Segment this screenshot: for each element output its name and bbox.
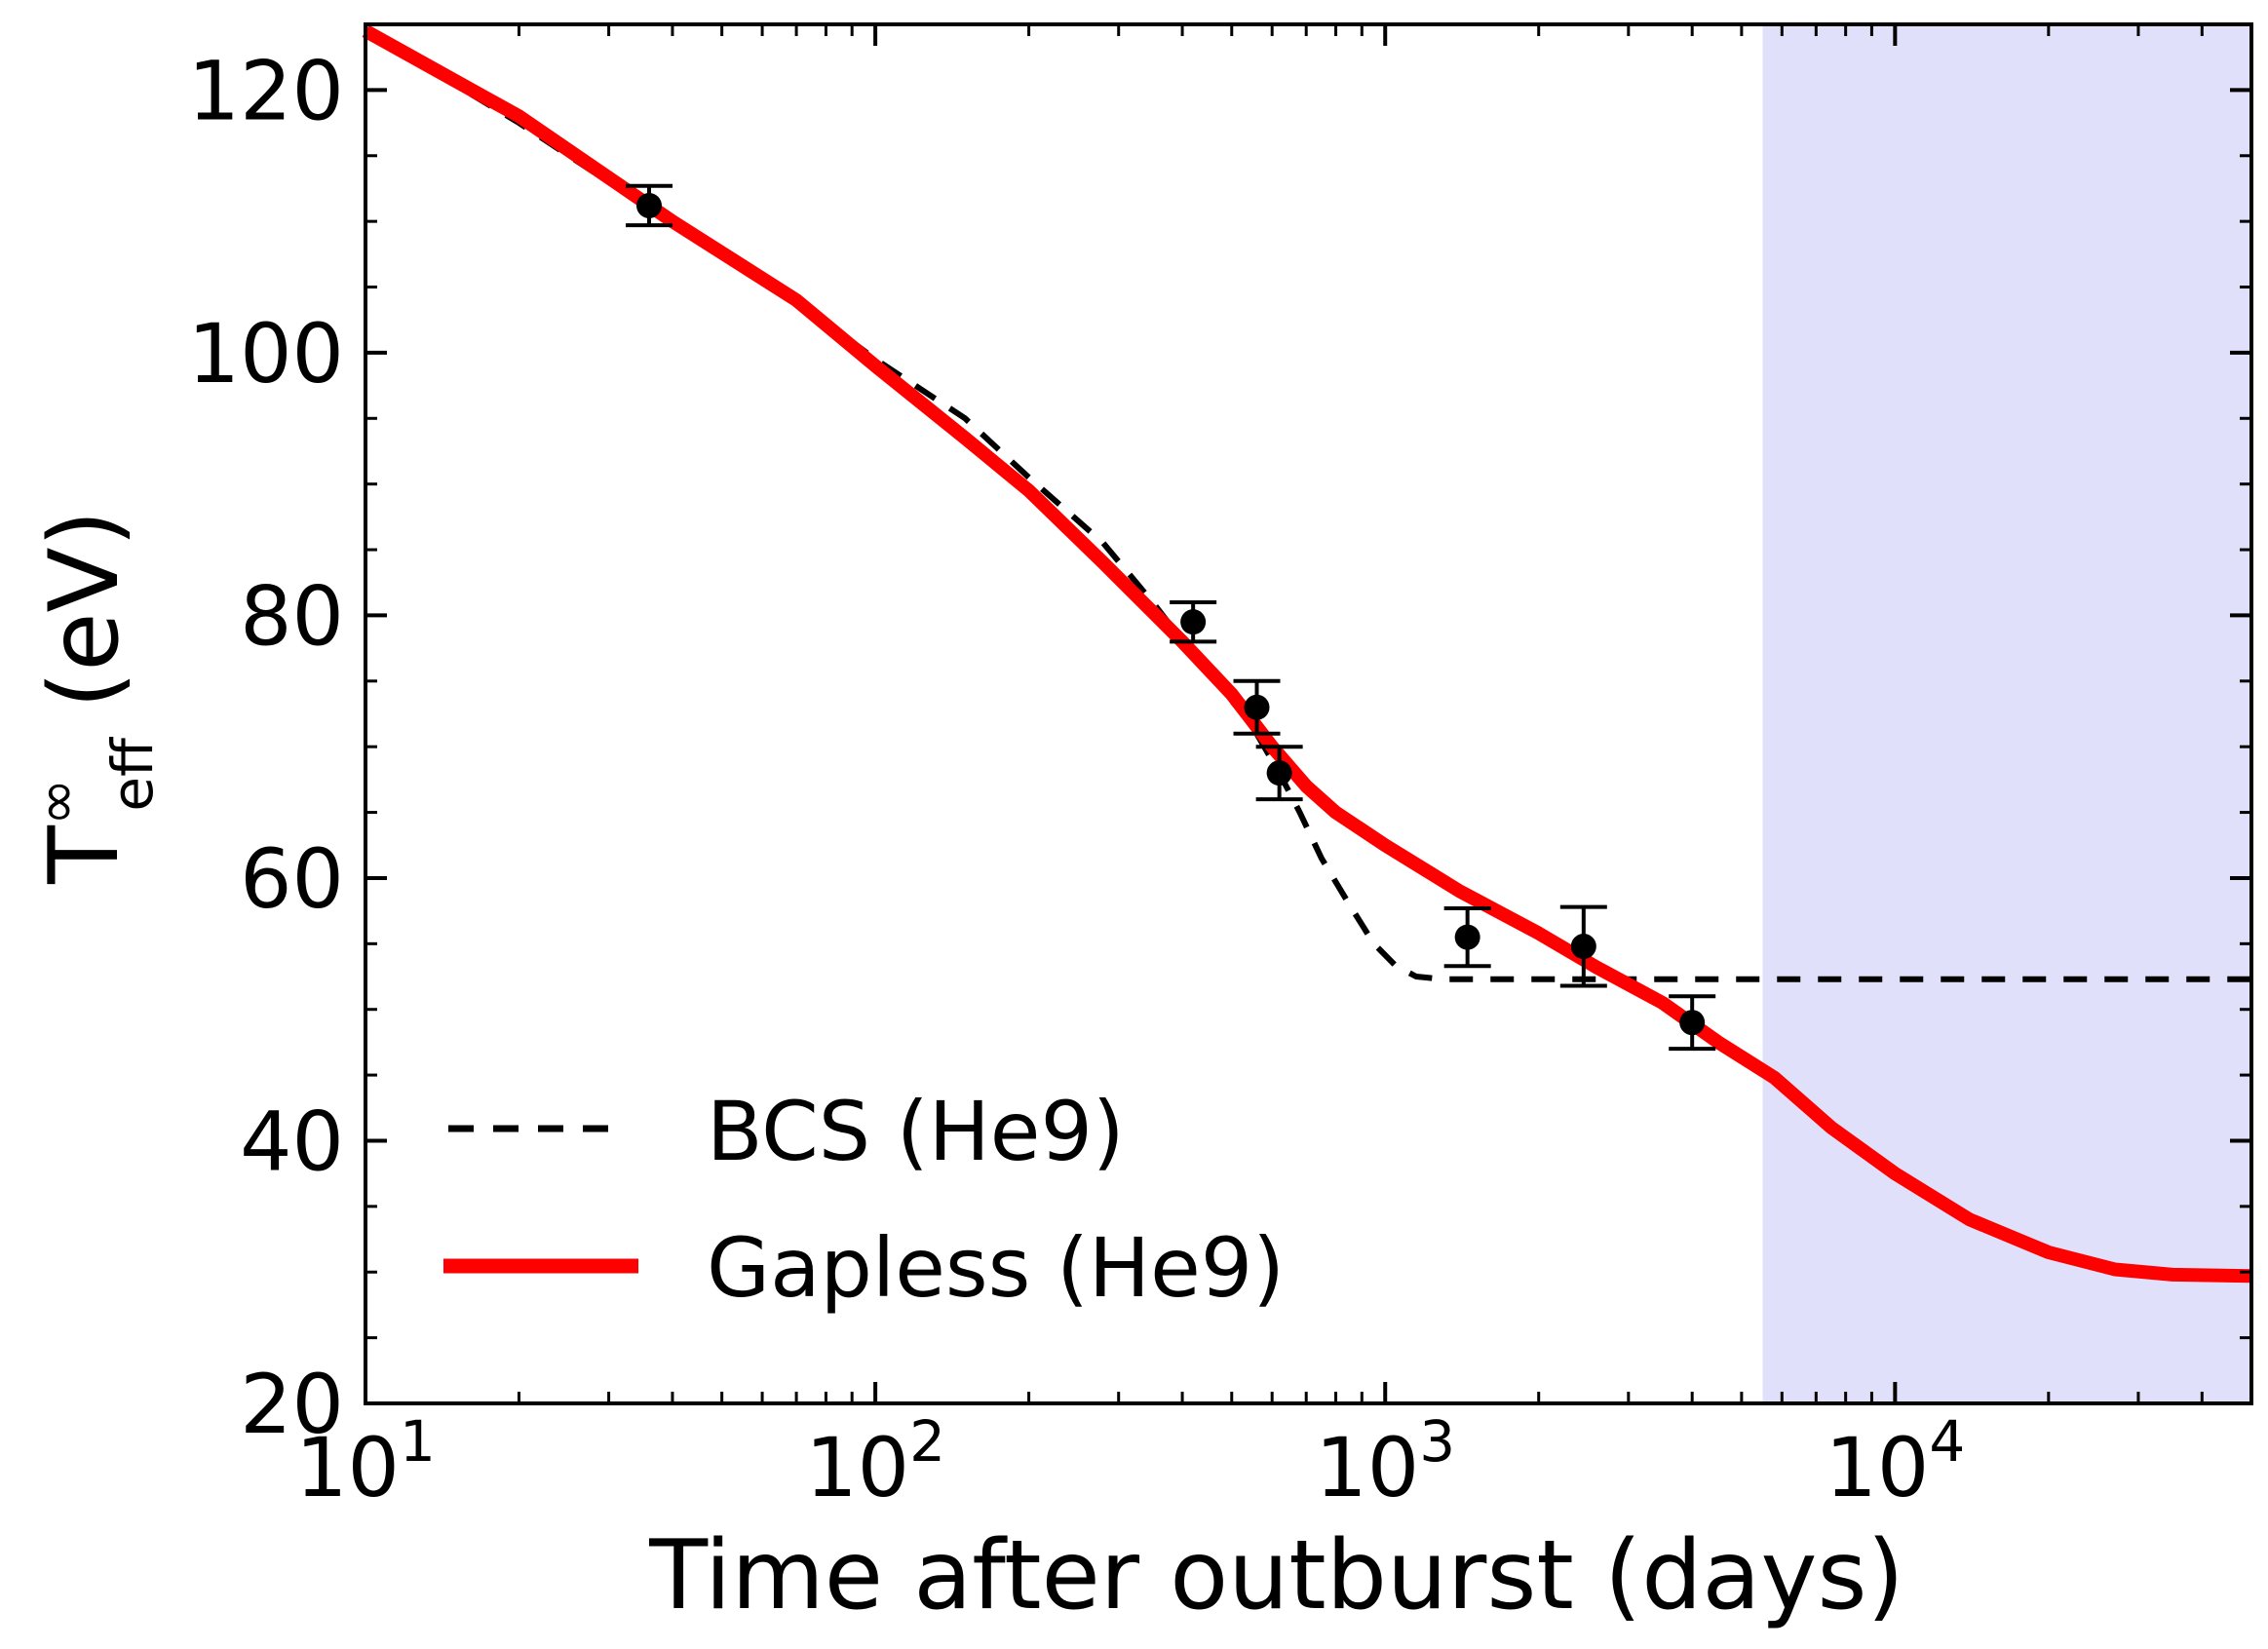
legend-label-gapless: Gapless (He9) — [707, 1220, 1285, 1316]
data-point-7 — [1669, 994, 1716, 1052]
y-tick-label: 120 — [188, 43, 344, 138]
legend: BCS (He9) Gapless (He9) — [443, 1084, 1285, 1316]
x-tick-label: 104 — [1825, 1408, 1965, 1515]
y-axis-label: T∞ eff (eV) — [23, 510, 166, 885]
legend-label-bcs: BCS (He9) — [707, 1084, 1125, 1179]
y-tick-label: 20 — [240, 1357, 344, 1452]
x-tick-label: 102 — [805, 1408, 945, 1515]
x-axis-label: Time after outburst (days) — [648, 1520, 1904, 1631]
data-marker — [1180, 609, 1207, 635]
y-tick-label: 40 — [240, 1093, 344, 1189]
data-point-6 — [1559, 904, 1607, 988]
data-point-4 — [1255, 745, 1303, 802]
series-line-gapless — [362, 24, 2252, 1284]
x-tick-label: 101 — [295, 1408, 436, 1515]
data-marker — [636, 192, 663, 218]
y-tick-label: 60 — [240, 831, 344, 927]
data-point-3 — [1233, 678, 1281, 736]
axes: 101 102 103 104 20 40 60 80 100 120 — [188, 22, 2253, 1515]
shaded-region — [1762, 24, 2251, 1403]
y-axis-label-main: T — [29, 824, 140, 885]
data-marker — [1679, 1010, 1706, 1036]
data-marker — [1570, 934, 1596, 960]
plot-area — [362, 24, 2252, 1403]
y-tick-label: 80 — [240, 568, 344, 664]
data-point-1 — [626, 183, 673, 228]
data-marker — [1266, 760, 1292, 786]
y-axis-label-sub: eff — [99, 736, 166, 812]
y-axis-label-unit: (eV) — [29, 510, 140, 709]
y-axis-label-sup: ∞ — [23, 779, 90, 825]
plot-frame — [364, 22, 2253, 1405]
data-marker — [1454, 924, 1480, 950]
data-point-5 — [1443, 905, 1491, 969]
data-marker — [1244, 694, 1270, 720]
y-tick-label: 100 — [188, 306, 344, 402]
x-tick-label: 103 — [1315, 1408, 1455, 1515]
data-point-2 — [1170, 599, 1217, 644]
